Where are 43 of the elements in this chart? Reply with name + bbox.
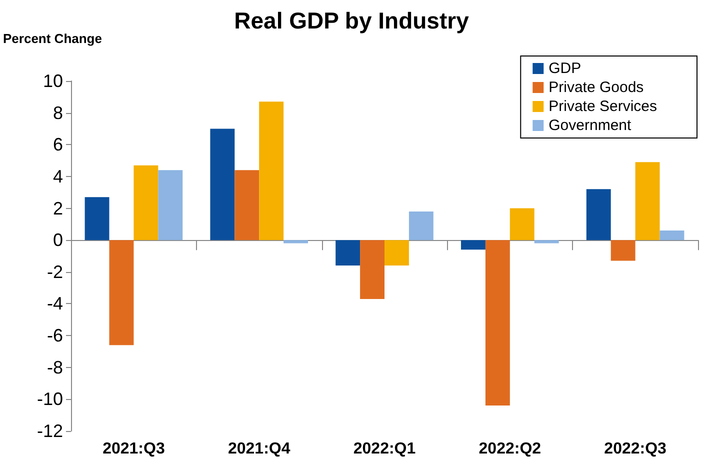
bar <box>660 230 684 240</box>
bar <box>158 170 183 240</box>
chart-title: Real GDP by Industry <box>234 8 470 34</box>
y-tick-label: 10 <box>42 71 63 91</box>
bar <box>84 197 110 240</box>
legend-label: GDP <box>548 60 582 77</box>
legend-label: Private Services <box>548 98 658 115</box>
y-tick-label: 0 <box>52 230 63 250</box>
bar <box>534 240 559 244</box>
x-tick-label: 2022:Q3 <box>604 440 667 458</box>
bar <box>384 240 409 266</box>
y-tick-label: -12 <box>36 421 63 441</box>
x-tick-label: 2021:Q4 <box>228 440 290 458</box>
bar <box>485 240 510 406</box>
y-tick-label: 4 <box>52 166 63 186</box>
bar <box>586 189 611 240</box>
y-tick-label: 6 <box>52 134 63 155</box>
bar <box>284 240 308 244</box>
y-axis-title: Percent Change <box>3 31 102 46</box>
y-tick-label: -8 <box>46 357 63 378</box>
bar <box>109 240 134 346</box>
y-tick-label: -10 <box>36 389 63 410</box>
bar <box>460 240 486 250</box>
y-tick-label: -6 <box>46 326 63 346</box>
y-tick-label: 8 <box>52 102 63 123</box>
y-tick-label: -2 <box>46 262 63 282</box>
legend-label: Government <box>548 117 632 134</box>
x-tick-label: 2022:Q2 <box>478 440 542 458</box>
bar <box>259 102 284 240</box>
bar <box>408 211 434 240</box>
y-tick-label: -4 <box>46 294 63 314</box>
bar <box>360 240 384 299</box>
y-tick-label: 2 <box>52 198 63 218</box>
bar <box>635 162 660 240</box>
x-tick-label: 2021:Q3 <box>102 440 165 458</box>
bar <box>510 208 534 240</box>
bar <box>610 240 636 261</box>
legend-label: Private Goods <box>548 79 644 96</box>
bar <box>134 165 158 240</box>
x-tick-label: 2022:Q1 <box>353 440 416 458</box>
bar <box>210 128 235 240</box>
bar <box>234 170 260 240</box>
bar <box>336 240 360 266</box>
